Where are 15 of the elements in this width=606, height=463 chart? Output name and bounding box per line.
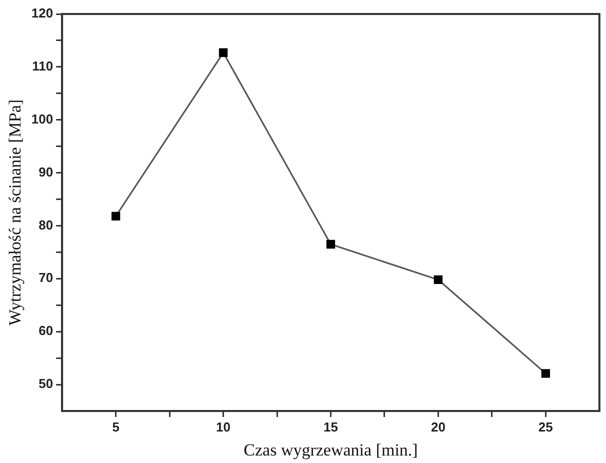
- x-tick-label: 5: [112, 419, 120, 434]
- x-tick-label: 20: [430, 419, 446, 434]
- y-tick-label: 60: [38, 323, 54, 338]
- y-axis-title: Wytrzymałość na ścinanie [MPa]: [6, 99, 25, 326]
- y-tick-label: 50: [38, 376, 54, 392]
- x-tick-label: 25: [538, 419, 553, 434]
- x-tick-label: 10: [216, 419, 231, 434]
- y-tick-label: 70: [38, 270, 54, 286]
- y-tick-label: 110: [32, 58, 54, 74]
- x-tick-label: 15: [324, 419, 338, 434]
- x-axis-title: Czas wygrzewania [min.]: [244, 440, 418, 460]
- y-tick-label: 80: [38, 217, 54, 232]
- y-tick-label: 100: [31, 111, 54, 126]
- y-tick-label: 120: [31, 6, 54, 21]
- y-tick-label: 90: [38, 164, 54, 180]
